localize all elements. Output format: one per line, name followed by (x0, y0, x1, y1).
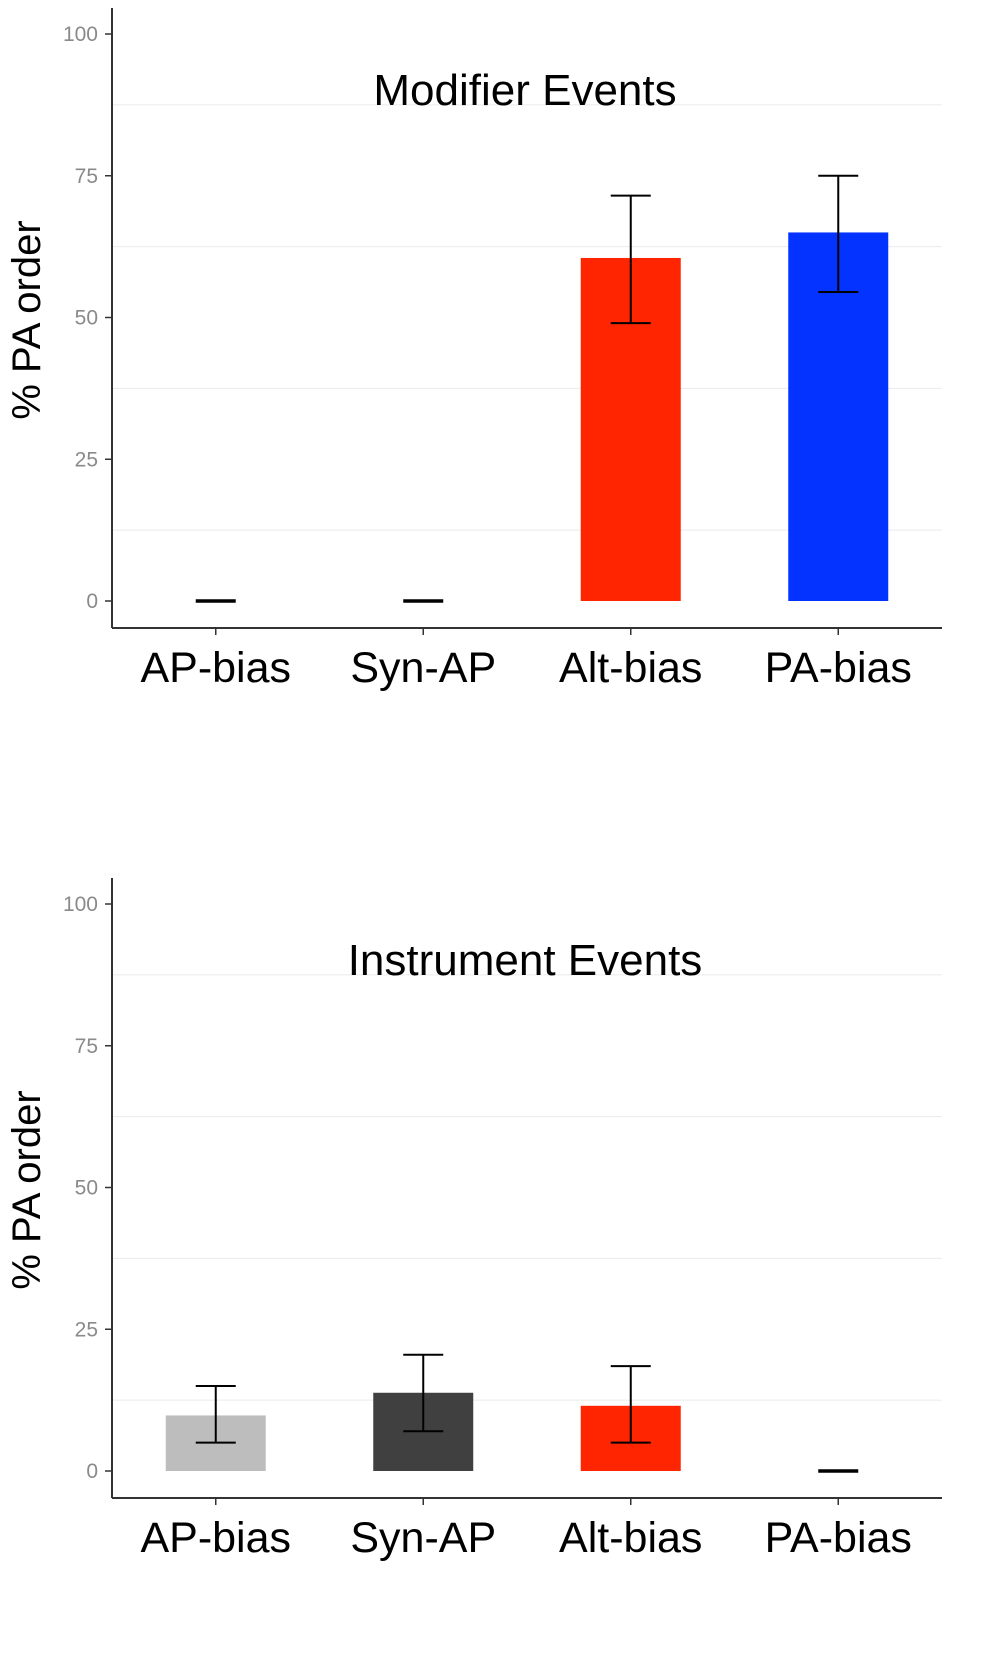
chart-panel-instrument: 0 25 50 75 100 % PA order Instrument Events AP-… (0, 870, 1000, 1658)
y-tick-label: 100 (63, 893, 98, 916)
y-tick-label: 25 (75, 448, 98, 471)
chart-panel-modifier: 0 25 50 75 100 % PA order Modifier Events AP-bi… (0, 0, 1000, 720)
y-tick-label: 75 (75, 165, 98, 188)
x-tick-label: AP-bias (140, 1514, 291, 1562)
x-tick-label: AP-bias (140, 644, 291, 692)
y-tick-label: 0 (86, 1460, 98, 1483)
bar-chart-instrument: 0 25 50 75 100 % PA order Instrument Events AP-… (5, 878, 942, 1562)
chart-title: Instrument Events (348, 936, 703, 985)
x-tick-label: PA-bias (765, 644, 912, 692)
x-tick-label: Alt-bias (559, 644, 702, 692)
x-tick-label: Syn-AP (350, 1514, 496, 1562)
y-tick-label: 50 (75, 1177, 98, 1200)
y-axis-label: % PA order (5, 220, 49, 419)
y-tick-label: 0 (86, 590, 98, 613)
y-tick-label: 50 (75, 307, 98, 330)
x-tick-label: Syn-AP (350, 644, 496, 692)
bar-chart-modifier: 0 25 50 75 100 % PA order Modifier Events AP-bi… (5, 8, 942, 692)
x-tick-label: PA-bias (765, 1514, 912, 1562)
y-tick-label: 25 (75, 1318, 98, 1341)
bar (788, 232, 889, 601)
chart-title: Modifier Events (373, 66, 676, 115)
x-tick-label: Alt-bias (559, 1514, 702, 1562)
y-tick-label: 75 (75, 1035, 98, 1058)
y-axis-label: % PA order (5, 1090, 49, 1289)
y-tick-label: 100 (63, 23, 98, 46)
